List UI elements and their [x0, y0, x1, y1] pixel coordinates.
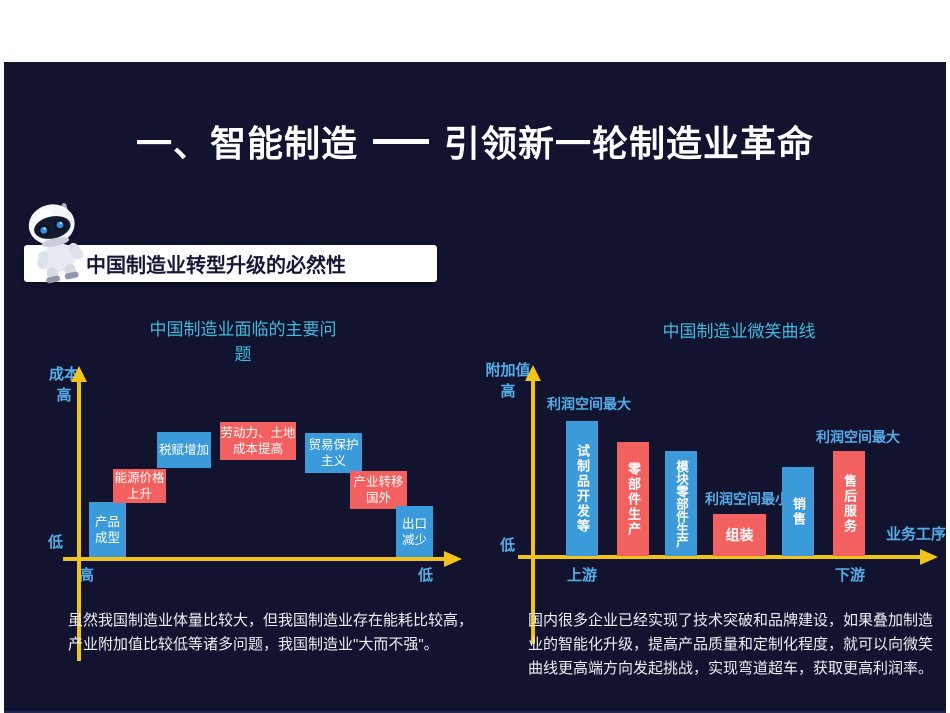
smile-bar-5: 销售: [782, 467, 814, 556]
smile-bar-2: 零部件生产: [617, 442, 649, 556]
page-title-right: 引领新一轮制造业革命: [444, 123, 815, 164]
smile-note: 国内很多企业已经实现了技术突破和品牌建设，如果叠加制造业的智能化升级，提高产品质…: [528, 612, 934, 677]
title-dash: [373, 138, 429, 144]
problem-box-4: 劳动力、土地 成本提高: [220, 422, 296, 460]
smile-y-axis-top-label: 附加值 高: [485, 362, 531, 400]
smile-y-axis-line: [531, 380, 535, 644]
robot-icon: [28, 203, 84, 284]
smile-y-axis-arrow-icon: [525, 365, 541, 381]
smile-x-axis-line: [518, 555, 922, 559]
smile-y-axis-bottom-label: 低: [500, 537, 516, 554]
section-banner-label: 中国制造业转型升级的必然性: [86, 255, 346, 277]
problem-box-6: 产业转移 国外: [350, 471, 407, 509]
problems-x-axis-line: [63, 557, 444, 561]
problem-box-2: 能源价格 上升: [113, 469, 166, 503]
problems-x-axis-arrow-icon: [444, 551, 462, 567]
smile-bar-1: 试制品开发等: [566, 421, 598, 556]
smile-x-axis-arrow-icon: [920, 549, 938, 565]
problems-chart-title: 中国制造业面临的主要问题: [149, 320, 337, 364]
problems-note: 虽然我国制造业体量比较大，但我国制造业存在能耗比较高，产业附加值比较低等诸多问题…: [68, 612, 474, 653]
problems-x-axis-right-label: 低: [418, 567, 434, 584]
profit-annotation-middle: 利润空间最小: [705, 491, 789, 507]
section-banner: 中国制造业转型升级的必然性: [24, 245, 437, 282]
problems-x-axis-left-label: 高: [79, 567, 95, 584]
smile-bar-6: 售后服务: [833, 451, 865, 556]
smile-bar-4: 组装: [713, 514, 766, 556]
profit-annotation-right: 利润空间最大: [816, 429, 900, 445]
problem-box-5: 贸易保护 主义: [305, 433, 362, 473]
page-title: 一、智能制造 引领新一轮制造业革命: [4, 116, 946, 166]
profit-annotation-left: 利润空间最大: [547, 396, 631, 412]
smile-bar-3: 模块零部件生产: [665, 451, 697, 556]
smile-x-axis-label: 业务工序: [886, 526, 946, 543]
problem-box-3: 税赋增加: [157, 432, 211, 468]
smile-chart-title: 中国制造业微笑曲线: [662, 322, 816, 341]
smile-x-axis-right-label: 下游: [835, 567, 866, 584]
problem-box-1: 产品 成型: [89, 502, 126, 557]
slide: 一、智能制造 引领新一轮制造业革命: [4, 62, 946, 713]
problems-y-axis-arrow-icon: [71, 366, 87, 382]
smile-x-axis-left-label: 上游: [567, 567, 598, 584]
page-title-left: 一、智能制造: [135, 123, 358, 164]
problems-y-axis-bottom-label: 低: [48, 534, 64, 551]
problems-y-axis-line: [77, 381, 81, 661]
problem-box-7: 出口 减少: [396, 506, 433, 557]
